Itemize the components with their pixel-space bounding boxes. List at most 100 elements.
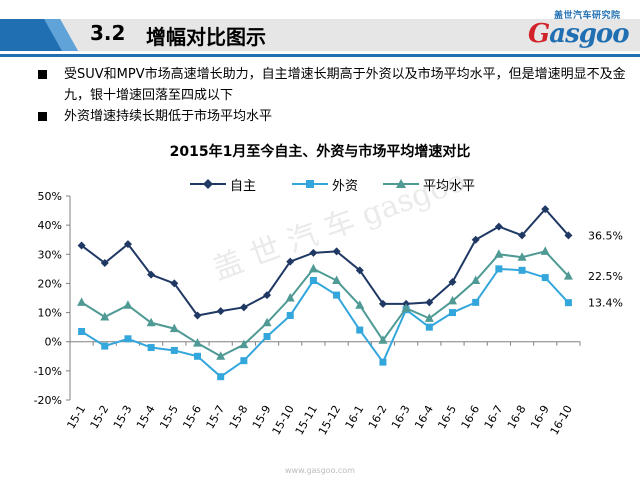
y-tick-label: -20% bbox=[34, 394, 62, 407]
data-point bbox=[169, 323, 179, 333]
data-point bbox=[216, 307, 225, 316]
data-point bbox=[517, 252, 527, 261]
legend-label: 平均水平 bbox=[423, 179, 476, 194]
bullet-item: 受SUV和MPV市场高速增长助力，自主增速长期高于外资以及市场平均水平，但是增速… bbox=[38, 64, 633, 106]
data-point bbox=[379, 358, 387, 366]
data-point bbox=[239, 303, 248, 312]
x-tick-label: 16-1 bbox=[343, 403, 367, 431]
data-point bbox=[263, 291, 272, 300]
x-tick-label: 15-6 bbox=[180, 403, 204, 431]
data-point bbox=[216, 351, 226, 360]
chart-title: 2015年1月至今自主、外资与市场平均增速对比 bbox=[169, 144, 471, 160]
data-point bbox=[101, 342, 109, 350]
x-tick-label: 15-4 bbox=[134, 403, 158, 431]
data-point bbox=[262, 317, 272, 327]
x-tick-label: 16-9 bbox=[528, 403, 552, 431]
y-tick-label: 0% bbox=[45, 336, 62, 349]
data-point bbox=[564, 299, 572, 307]
data-point bbox=[193, 311, 202, 320]
data-point bbox=[495, 265, 503, 273]
data-point bbox=[309, 277, 317, 285]
data-point bbox=[494, 249, 504, 258]
logo-rest-letters: asgoo bbox=[549, 19, 629, 49]
data-point bbox=[401, 303, 411, 312]
data-point bbox=[286, 257, 295, 266]
data-point bbox=[170, 279, 179, 288]
data-point bbox=[332, 247, 341, 256]
x-tick-label: 16-3 bbox=[389, 403, 413, 431]
data-point bbox=[170, 346, 178, 354]
data-point bbox=[449, 309, 456, 317]
y-tick-label: 50% bbox=[38, 190, 62, 203]
data-point bbox=[100, 311, 110, 321]
header-divider bbox=[0, 54, 640, 57]
series-line bbox=[81, 267, 570, 378]
y-tick-label: 20% bbox=[38, 277, 62, 290]
data-point bbox=[77, 241, 86, 250]
data-point bbox=[424, 313, 434, 322]
legend-square-icon bbox=[292, 180, 328, 188]
data-point bbox=[355, 266, 364, 275]
data-point bbox=[518, 231, 527, 240]
slide-header: 3.2 增幅对比图示 盖世汽车研究院 Gasgoo bbox=[0, 0, 640, 58]
x-tick-label: 15-10 bbox=[270, 403, 297, 437]
data-point bbox=[472, 298, 480, 306]
data-point bbox=[100, 259, 109, 268]
logo-chinese-text: 盖世汽车研究院 bbox=[554, 11, 621, 21]
data-point bbox=[308, 263, 318, 273]
x-tick-label: 16-7 bbox=[482, 403, 506, 431]
data-point bbox=[124, 335, 132, 343]
data-point bbox=[77, 297, 87, 306]
data-point bbox=[78, 328, 86, 336]
data-point bbox=[378, 335, 388, 344]
section-title: 增幅对比图示 bbox=[146, 25, 266, 49]
data-point bbox=[494, 222, 503, 231]
data-point bbox=[355, 300, 365, 309]
x-tick-label: 16-10 bbox=[548, 403, 575, 437]
footer-url: www.gasgoo.com bbox=[285, 466, 355, 475]
data-point bbox=[263, 332, 271, 340]
x-tick-label: 15-2 bbox=[88, 403, 112, 431]
x-tick-label: 16-4 bbox=[412, 403, 436, 431]
x-tick-label: 15-1 bbox=[64, 403, 88, 431]
y-tick-label: -10% bbox=[34, 365, 62, 378]
data-point bbox=[147, 270, 156, 279]
data-point bbox=[541, 274, 549, 282]
x-tick-label: 16-8 bbox=[505, 403, 529, 431]
legend-triangle-icon bbox=[383, 179, 419, 188]
x-tick-label: 15-3 bbox=[111, 403, 135, 431]
section-number: 3.2 bbox=[90, 21, 126, 45]
data-point bbox=[333, 291, 341, 299]
x-tick-label: 16-5 bbox=[435, 403, 459, 431]
y-tick-label: 40% bbox=[38, 219, 62, 232]
x-tick-label: 15-5 bbox=[157, 403, 181, 431]
y-tick-label: 10% bbox=[38, 307, 62, 320]
data-point bbox=[378, 299, 387, 308]
gasgoo-logo: 盖世汽车研究院 Gasgoo bbox=[520, 6, 635, 51]
x-tick-label: 15-12 bbox=[316, 403, 343, 437]
x-tick-label: 16-6 bbox=[459, 403, 483, 431]
legend-label: 自主 bbox=[230, 179, 257, 194]
end-data-label: 22.5% bbox=[588, 270, 623, 283]
legend-label: 外资 bbox=[332, 179, 359, 194]
data-point bbox=[123, 240, 132, 249]
logo-g-letter: G bbox=[528, 19, 550, 49]
data-point bbox=[146, 317, 156, 327]
data-point bbox=[309, 248, 318, 257]
data-point bbox=[471, 275, 481, 285]
data-point bbox=[217, 373, 225, 381]
data-point bbox=[564, 231, 573, 240]
data-point bbox=[123, 300, 133, 309]
square-bullet-icon bbox=[38, 112, 47, 121]
series-line bbox=[80, 207, 570, 317]
data-point bbox=[540, 246, 550, 255]
bullet-text: 受SUV和MPV市场高速增长助力，自主增速长期高于外资以及市场平均水平，但是增速… bbox=[64, 67, 626, 103]
bullet-text: 外资增速持续长期低于市场平均水平 bbox=[64, 109, 273, 124]
data-point bbox=[518, 266, 526, 274]
data-point bbox=[193, 338, 202, 347]
data-point bbox=[285, 293, 295, 302]
data-point bbox=[286, 311, 294, 319]
bullet-item: 外资增速持续长期低于市场平均水平 bbox=[38, 106, 633, 127]
data-point bbox=[240, 357, 248, 365]
